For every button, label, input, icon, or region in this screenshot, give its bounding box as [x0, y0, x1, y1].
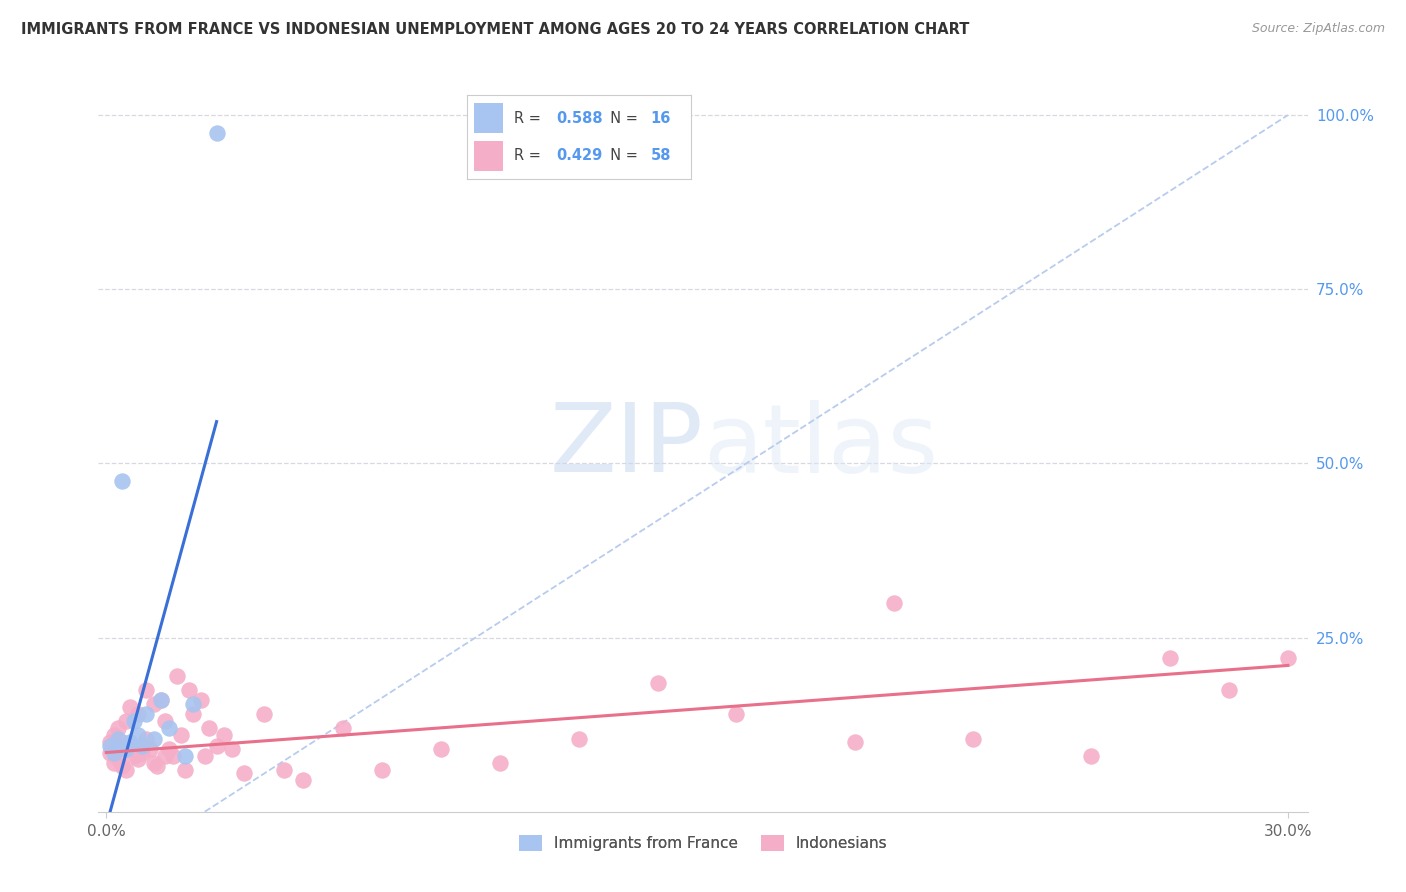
- Point: [111, 474, 134, 488]
- Point: [146, 759, 169, 773]
- Point: [115, 714, 138, 728]
- Point: [489, 756, 512, 770]
- Point: [142, 731, 165, 746]
- Point: [122, 749, 145, 764]
- Point: [122, 714, 145, 728]
- Point: [883, 596, 905, 610]
- Point: [221, 742, 243, 756]
- Point: [142, 697, 165, 711]
- Point: [190, 693, 212, 707]
- Point: [150, 693, 173, 707]
- Text: IMMIGRANTS FROM FRANCE VS INDONESIAN UNEMPLOYMENT AMONG AGES 20 TO 24 YEARS CORR: IMMIGRANTS FROM FRANCE VS INDONESIAN UNE…: [21, 22, 970, 37]
- Point: [122, 739, 145, 753]
- Point: [150, 693, 173, 707]
- Point: [647, 676, 669, 690]
- Point: [115, 742, 138, 756]
- Point: [181, 697, 204, 711]
- Point: [103, 746, 125, 760]
- Point: [177, 682, 200, 697]
- Point: [107, 721, 129, 735]
- Point: [103, 756, 125, 770]
- Point: [1277, 651, 1299, 665]
- Point: [107, 752, 129, 766]
- Point: [725, 707, 748, 722]
- Point: [568, 731, 591, 746]
- Point: [332, 721, 354, 735]
- Point: [98, 746, 121, 760]
- Legend: Immigrants from France, Indonesians: Immigrants from France, Indonesians: [510, 827, 896, 859]
- Point: [135, 731, 157, 746]
- Point: [253, 707, 276, 722]
- Point: [127, 707, 149, 722]
- Point: [118, 742, 141, 756]
- Point: [118, 700, 141, 714]
- Text: Source: ZipAtlas.com: Source: ZipAtlas.com: [1251, 22, 1385, 36]
- Point: [174, 749, 197, 764]
- Point: [118, 735, 141, 749]
- Point: [233, 766, 256, 780]
- Point: [98, 735, 121, 749]
- Point: [205, 126, 228, 140]
- Point: [214, 728, 236, 742]
- Point: [1218, 682, 1240, 697]
- Point: [115, 763, 138, 777]
- Point: [107, 731, 129, 746]
- Point: [292, 773, 315, 788]
- Point: [371, 763, 394, 777]
- Point: [142, 756, 165, 770]
- Point: [205, 739, 228, 753]
- Point: [273, 763, 295, 777]
- Point: [111, 735, 134, 749]
- Point: [103, 728, 125, 742]
- Point: [111, 759, 134, 773]
- Point: [127, 728, 149, 742]
- Point: [194, 749, 217, 764]
- Point: [162, 749, 184, 764]
- Point: [962, 731, 984, 746]
- Point: [131, 746, 153, 760]
- Point: [127, 752, 149, 766]
- Point: [98, 739, 121, 753]
- Point: [197, 721, 219, 735]
- Point: [131, 739, 153, 753]
- Point: [1080, 749, 1102, 764]
- Text: atlas: atlas: [703, 400, 938, 492]
- Point: [430, 742, 453, 756]
- Point: [155, 749, 177, 764]
- Point: [166, 669, 188, 683]
- Point: [157, 742, 180, 756]
- Point: [157, 721, 180, 735]
- Point: [155, 714, 177, 728]
- Point: [1159, 651, 1181, 665]
- Point: [181, 707, 204, 722]
- Point: [138, 742, 160, 756]
- Text: ZIP: ZIP: [550, 400, 703, 492]
- Point: [170, 728, 193, 742]
- Point: [174, 763, 197, 777]
- Point: [107, 739, 129, 753]
- Point: [135, 707, 157, 722]
- Point: [135, 682, 157, 697]
- Point: [844, 735, 866, 749]
